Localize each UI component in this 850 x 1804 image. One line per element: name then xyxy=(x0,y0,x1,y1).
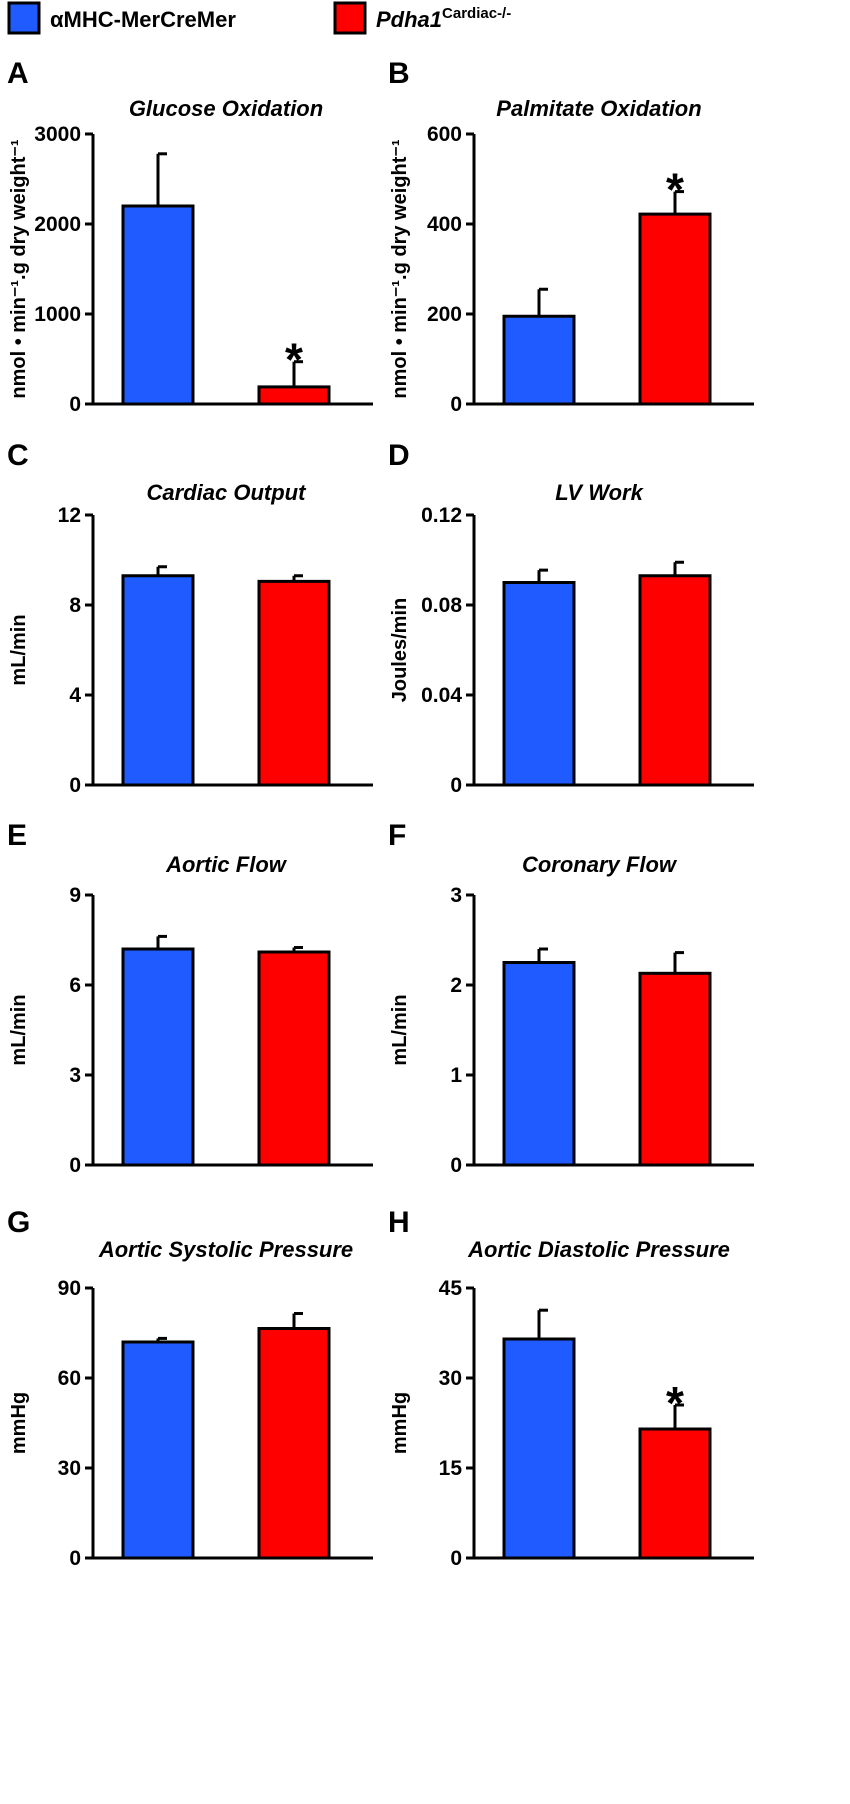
y-tick-label: 3000 xyxy=(34,123,81,146)
y-axis-label: nmol • min⁻¹.g dry weight⁻¹ xyxy=(389,139,411,399)
y-tick-label: 0 xyxy=(450,1547,462,1570)
bar xyxy=(257,950,331,1167)
y-tick-label: 60 xyxy=(58,1367,81,1390)
panel-title: Aortic Systolic Pressure xyxy=(98,1237,353,1262)
bar xyxy=(638,212,712,406)
y-tick-label: 0 xyxy=(69,774,81,797)
y-tick-label: 0 xyxy=(69,1547,81,1570)
y-tick-label: 1 xyxy=(450,1064,462,1087)
y-axis-label: mL/min xyxy=(8,614,30,685)
y-tick-label: 0 xyxy=(69,393,81,416)
y-tick-label: 8 xyxy=(69,594,81,617)
significance-marker: * xyxy=(666,164,684,216)
y-axis-label: mL/min xyxy=(8,994,30,1065)
panel-d: D LV Work Joules/min 0 0.04 0.08 0.12 xyxy=(388,439,754,797)
panel-letter: D xyxy=(388,439,410,472)
y-tick-label: 15 xyxy=(439,1457,463,1480)
panel-title: Aortic Flow xyxy=(165,852,288,877)
bar xyxy=(638,574,712,787)
panel-h: H Aortic Diastolic Pressure mmHg * 0 15 30 45 xyxy=(388,1206,754,1570)
panel-f: F Coronary Flow mL/min 0 1 2 3 xyxy=(388,819,754,1177)
y-tick-label: 0 xyxy=(450,1154,462,1177)
bar xyxy=(121,204,195,406)
significance-marker: * xyxy=(666,1377,684,1429)
y-tick-label: 0.12 xyxy=(421,504,462,527)
y-tick-label: 0 xyxy=(450,393,462,416)
y-tick-label: 0.08 xyxy=(421,594,462,617)
panel-letter: F xyxy=(388,819,406,852)
y-tick-label: 200 xyxy=(427,303,462,326)
y-axis-label: nmol • min⁻¹.g dry weight⁻¹ xyxy=(8,139,30,399)
bar xyxy=(257,579,331,787)
legend-label-knockout-gene: Pdha1 xyxy=(376,7,442,32)
legend-label-knockout-superscript: Cardiac-/- xyxy=(442,5,511,22)
y-tick-label: 0 xyxy=(69,1154,81,1177)
y-tick-label: 2 xyxy=(450,974,462,997)
significance-marker: * xyxy=(285,334,303,386)
panel-letter: A xyxy=(7,57,29,90)
y-tick-label: 0.04 xyxy=(421,684,462,707)
y-tick-label: 3 xyxy=(450,884,462,907)
panel-letter: H xyxy=(388,1206,410,1239)
legend-swatch-control xyxy=(7,1,41,35)
legend-label-control: αMHC-MerCreMer xyxy=(50,7,236,32)
panel-c: C Cardiac Output mL/min 0 4 8 12 xyxy=(7,439,373,797)
legend-swatch-knockout xyxy=(333,1,367,35)
y-tick-label: 600 xyxy=(427,123,462,146)
panel-g: G Aortic Systolic Pressure mmHg 0 30 60 90 xyxy=(7,1206,373,1570)
y-tick-label: 0 xyxy=(450,774,462,797)
panel-title: Coronary Flow xyxy=(522,852,678,877)
y-tick-label: 90 xyxy=(58,1277,81,1300)
panel-letter: E xyxy=(7,819,27,852)
y-axis-label: mmHg xyxy=(389,1392,411,1454)
bar xyxy=(121,574,195,787)
panel-title: LV Work xyxy=(555,480,644,505)
y-tick-label: 2000 xyxy=(34,213,81,236)
panels: A Glucose Oxidation nmol • min⁻¹.g dry wei… xyxy=(7,57,754,1570)
panel-b: B Palmitate Oxidation nmol • min⁻¹.g dry w… xyxy=(388,57,754,416)
bar xyxy=(502,314,576,406)
y-tick-label: 30 xyxy=(58,1457,81,1480)
bar xyxy=(638,1427,712,1560)
panel-letter: G xyxy=(7,1206,30,1239)
y-tick-label: 3 xyxy=(69,1064,81,1087)
y-tick-label: 400 xyxy=(427,213,462,236)
y-tick-label: 30 xyxy=(439,1367,462,1390)
y-axis-label: mL/min xyxy=(389,994,411,1065)
panel-title: Glucose Oxidation xyxy=(129,96,323,121)
y-tick-label: 45 xyxy=(439,1277,463,1300)
y-tick-label: 6 xyxy=(69,974,81,997)
panel-letter: B xyxy=(388,57,410,90)
bar xyxy=(121,947,195,1167)
bar xyxy=(121,1340,195,1560)
panel-e: E Aortic Flow mL/min 0 3 6 9 xyxy=(7,819,373,1177)
panel-a: A Glucose Oxidation nmol • min⁻¹.g dry wei… xyxy=(7,57,373,416)
y-axis-label: mmHg xyxy=(8,1392,30,1454)
bar xyxy=(502,1337,576,1560)
y-tick-label: 4 xyxy=(69,684,81,707)
bar xyxy=(638,971,712,1167)
bar xyxy=(502,961,576,1167)
legend: αMHC-MerCreMer Pdha1Cardiac-/- xyxy=(7,1,511,35)
legend-label-knockout: Pdha1Cardiac-/- xyxy=(376,5,511,32)
y-tick-label: 12 xyxy=(58,504,81,527)
y-tick-label: 1000 xyxy=(34,303,81,326)
y-axis-label: Joules/min xyxy=(389,598,411,702)
panel-title: Aortic Diastolic Pressure xyxy=(467,1237,730,1262)
bar xyxy=(502,581,576,787)
panel-title: Cardiac Output xyxy=(147,480,308,505)
panel-title: Palmitate Oxidation xyxy=(496,96,701,121)
bar xyxy=(257,1327,331,1560)
panel-letter: C xyxy=(7,439,29,472)
bar xyxy=(257,385,331,406)
y-tick-label: 9 xyxy=(69,884,81,907)
